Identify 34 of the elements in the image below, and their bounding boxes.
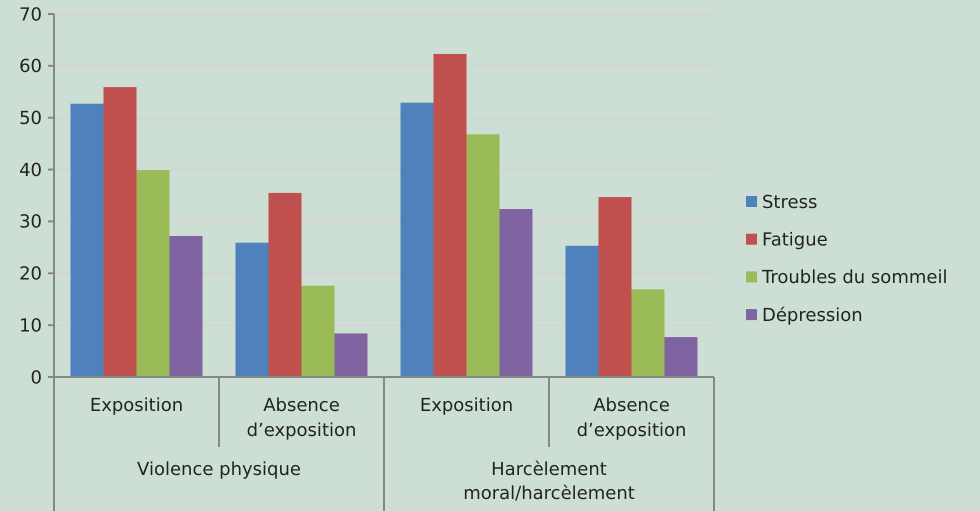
y-tick-label: 50 (19, 108, 42, 130)
bar (664, 337, 698, 377)
x-tick-label: Absence d’exposition (246, 395, 356, 441)
bar (236, 242, 268, 377)
bar (70, 104, 104, 377)
bar (500, 208, 532, 377)
bar (170, 236, 202, 377)
bar (104, 87, 136, 377)
bar (434, 54, 466, 377)
y-tick-label: 30 (19, 212, 42, 233)
bar (566, 246, 598, 377)
bar (302, 286, 334, 377)
bar (466, 134, 500, 377)
bar (632, 289, 664, 377)
legend-label: Fatigue (762, 230, 828, 250)
y-tick-label: 40 (19, 160, 42, 181)
x-tick-label: Absence d’exposition (576, 395, 686, 441)
y-tick-label: 70 (19, 4, 42, 26)
x-tick-label: Exposition (420, 395, 514, 416)
bar (136, 170, 170, 377)
y-tick-label: 0 (30, 367, 42, 388)
bar (598, 197, 632, 377)
legend-label: Dépression (762, 304, 863, 326)
y-tick-label: 20 (19, 264, 42, 285)
legend-label: Troubles du sommeil (761, 267, 948, 288)
legend-label: Stress (762, 192, 818, 213)
bar (400, 102, 434, 377)
y-tick-label: 60 (19, 56, 42, 78)
bar (268, 192, 302, 377)
x-tick-label: Exposition (90, 395, 184, 416)
y-tick-label: 10 (19, 315, 42, 336)
bar (334, 333, 368, 377)
text: Violence physique (137, 459, 301, 480)
text: Harcèlement moral/harcèlement (463, 459, 635, 504)
